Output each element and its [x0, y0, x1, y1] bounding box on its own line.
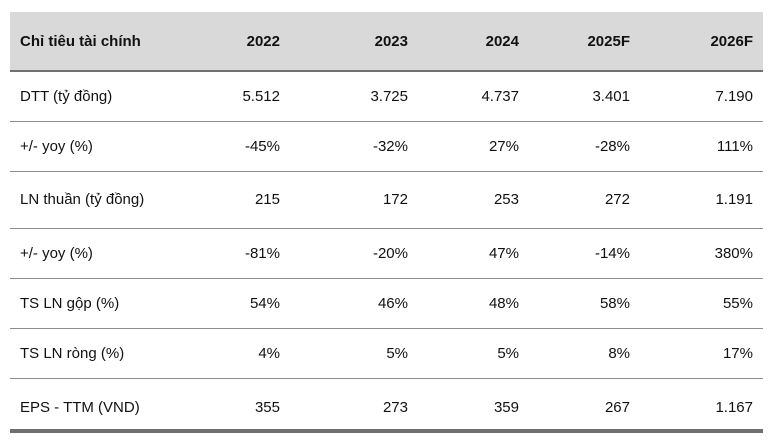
- cell-value: 3.725: [370, 87, 408, 105]
- header-year-2023: 2023: [290, 12, 418, 72]
- cell-value: 54%: [249, 294, 280, 312]
- cell-value: 4.737: [481, 87, 519, 105]
- cell-value: 267: [604, 399, 630, 417]
- cell-value: 8%: [608, 344, 630, 362]
- row-label: +/- yoy (%): [20, 244, 93, 262]
- cell-value: -81%: [244, 244, 280, 262]
- cell-value: 5.512: [242, 87, 280, 105]
- cell-value: 172: [382, 191, 408, 208]
- row-label: TS LN ròng (%): [20, 344, 125, 362]
- cell-value: -28%: [594, 137, 630, 155]
- cell-value: 380%: [714, 244, 753, 262]
- financial-indicators-table: Chỉ tiêu tài chính 2022 2023 2024 2025F …: [10, 12, 763, 437]
- cell-value: -20%: [372, 244, 408, 262]
- cell-value: 359: [493, 399, 519, 417]
- header-year-2026f: 2026F: [640, 12, 763, 72]
- table-row-net-profit-yoy: +/- yoy (%) -81% -20% 47% -14% 380%: [10, 228, 763, 278]
- table-row-eps: EPS - TTM (VND) 355 273 359 267 1.167: [10, 378, 763, 437]
- cell-value: 17%: [722, 344, 753, 362]
- row-label: TS LN gộp (%): [20, 294, 120, 312]
- cell-value: 215: [254, 191, 280, 208]
- cell-value: 5%: [386, 344, 408, 362]
- row-label: LN thuần (tỷ đồng): [20, 191, 145, 208]
- table-row-gross-margin: TS LN gộp (%) 54% 46% 48% 58% 55%: [10, 278, 763, 328]
- cell-value: 273: [382, 399, 408, 417]
- table-header-row: Chỉ tiêu tài chính 2022 2023 2024 2025F …: [10, 12, 763, 72]
- table-row-net-margin: TS LN ròng (%) 4% 5% 5% 8% 17%: [10, 328, 763, 378]
- row-label: +/- yoy (%): [20, 137, 93, 155]
- cell-value: 47%: [488, 244, 519, 262]
- cell-value: -45%: [244, 137, 280, 155]
- header-year-2025f: 2025F: [529, 12, 640, 72]
- cell-value: -32%: [372, 137, 408, 155]
- table-row-revenue: DTT (tỷ đồng) 5.512 3.725 4.737 3.401 7.…: [10, 71, 763, 121]
- cell-value: 48%: [488, 294, 519, 312]
- header-label: Chỉ tiêu tài chính: [10, 12, 190, 72]
- cell-value: 253: [493, 191, 519, 208]
- cell-value: 3.401: [592, 87, 630, 105]
- table-row-revenue-yoy: +/- yoy (%) -45% -32% 27% -28% 111%: [10, 121, 763, 171]
- cell-value: 27%: [488, 137, 519, 155]
- cell-value: 58%: [599, 294, 630, 312]
- cell-value: 55%: [722, 294, 753, 312]
- row-label: DTT (tỷ đồng): [20, 87, 113, 105]
- header-year-2022: 2022: [190, 12, 290, 72]
- table-bottom-rule: [10, 429, 763, 433]
- cell-value: 272: [604, 191, 630, 208]
- cell-value: 355: [254, 399, 280, 417]
- row-label: EPS - TTM (VND): [20, 399, 140, 417]
- cell-value: 1.167: [715, 399, 753, 417]
- table-row-net-profit: LN thuần (tỷ đồng) 215 172 253 272 1.191: [10, 171, 763, 228]
- cell-value: -14%: [594, 244, 630, 262]
- cell-value: 1.191: [715, 191, 753, 208]
- cell-value: 4%: [258, 344, 280, 362]
- header-year-2024: 2024: [418, 12, 529, 72]
- cell-value: 46%: [377, 294, 408, 312]
- cell-value: 7.190: [715, 87, 753, 105]
- cell-value: 5%: [497, 344, 519, 362]
- cell-value: 111%: [716, 137, 753, 155]
